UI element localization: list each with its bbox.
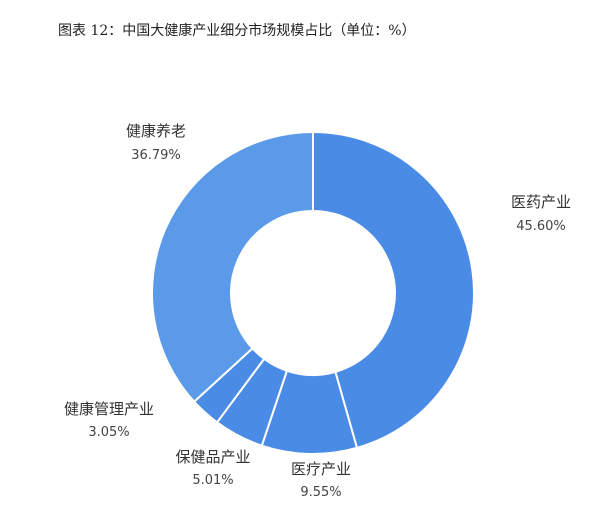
slice-name-label: 保健品产业	[175, 448, 250, 466]
slice-value-label: 9.55%	[300, 485, 341, 500]
slice-name-label: 医药产业	[511, 193, 571, 211]
slice-value-label: 3.05%	[88, 425, 129, 440]
slice-value-label: 5.01%	[192, 473, 233, 488]
slice-name-label: 健康管理产业	[64, 400, 154, 418]
slice-name-label: 医疗产业	[291, 460, 351, 478]
donut-slice-1	[312, 130, 475, 450]
slice-value-label: 36.79%	[131, 148, 181, 163]
slice-value-label: 45.60%	[516, 219, 566, 234]
slice-name-label: 健康养老	[126, 122, 186, 140]
donut-slice-5	[151, 130, 314, 404]
chart-title: 图表 12：中国大健康产业细分市场规模占比（单位：%）	[58, 23, 416, 39]
slice-labels: 医药产业 45.60% 医疗产业 9.55% 保健品产业 5.01% 健康管理产业 3.05%…	[64, 122, 571, 500]
donut-slices	[151, 130, 475, 455]
